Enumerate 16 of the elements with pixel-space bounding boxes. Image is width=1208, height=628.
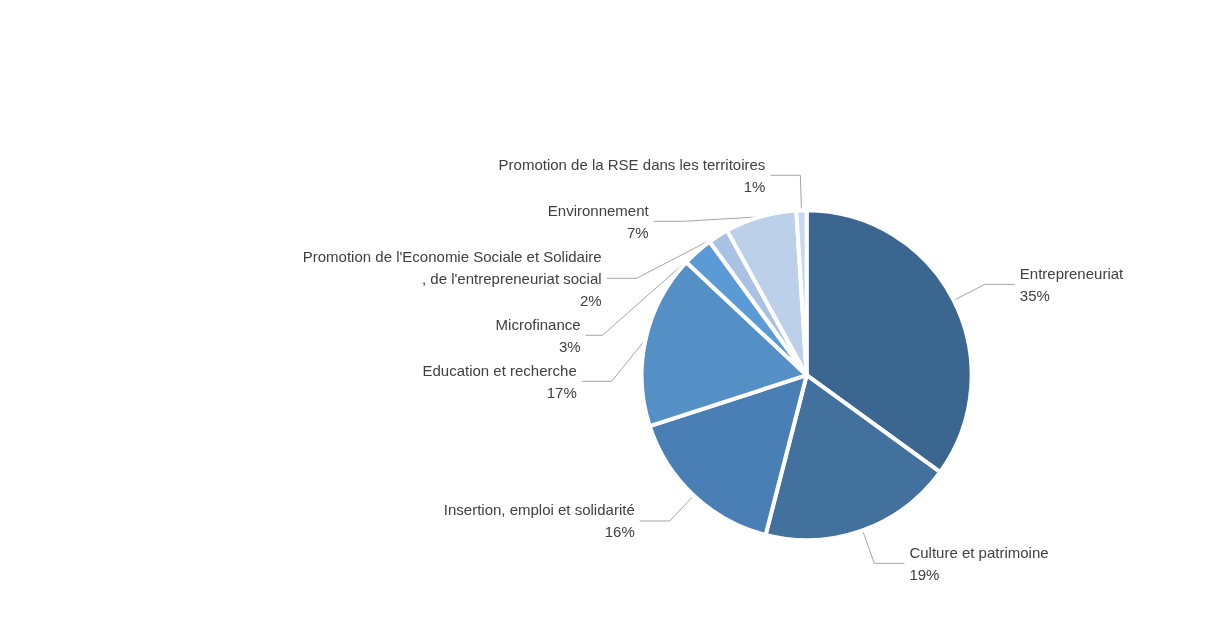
data-label: 1%: [743, 177, 766, 195]
data-label: 2%: [579, 291, 602, 309]
slice-label: Insertion, emploi et solidarité: [443, 501, 635, 519]
data-label: 35%: [1019, 286, 1050, 304]
data-label: 17%: [546, 383, 577, 401]
data-label: 3%: [558, 337, 581, 355]
data-label: 16%: [604, 523, 635, 541]
slice-label: Education et recherche: [422, 361, 577, 379]
data-label: 7%: [627, 223, 649, 241]
slice-label: Promotion de la RSE dans les territoires: [498, 155, 766, 173]
slice-label: Microfinance: [495, 315, 581, 333]
slice-label: Promotion de l'Economie Sociale et Solidaire, de l'entrepreneuriat social: [302, 247, 602, 287]
slice-label: Entrepreneuriat: [1019, 264, 1125, 282]
slice-label: Culture et patrimoine: [909, 543, 1049, 561]
data-label: 19%: [909, 565, 940, 583]
slice-label: Environnement: [547, 201, 650, 219]
